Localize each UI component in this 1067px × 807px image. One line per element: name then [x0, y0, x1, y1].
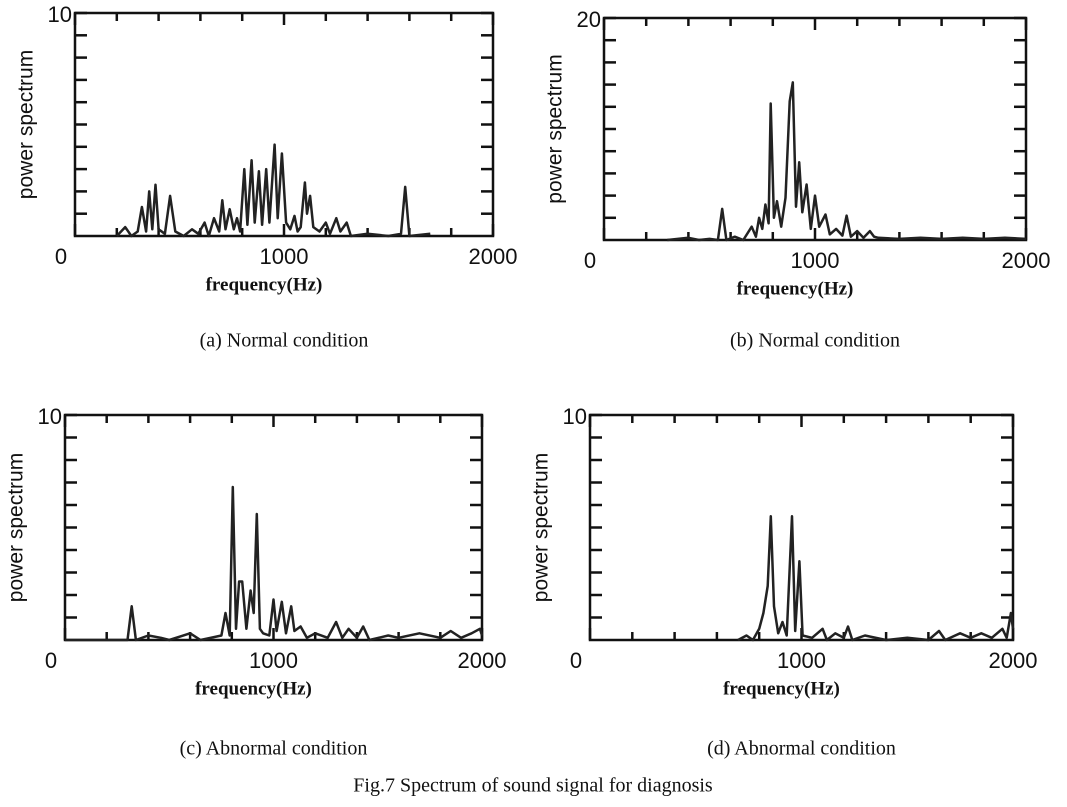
x-axis-label: frequency(Hz) — [195, 678, 312, 699]
x-axis-label: frequency(Hz) — [723, 678, 840, 699]
x-tick-label: 1000 — [260, 244, 309, 269]
x-tick-label: 1000 — [777, 648, 826, 673]
y-tick-label: 10 — [563, 404, 587, 429]
x-tick-label: 1000 — [249, 648, 298, 673]
spectrum-line — [737, 515, 1015, 642]
x-tick-label: 0 — [570, 648, 582, 673]
spectrum-line — [667, 81, 1027, 242]
y-axis-label: power spectrum — [15, 50, 38, 199]
plot-frame — [602, 16, 1028, 242]
chart-subtitle: (d) Abnormal condition — [707, 738, 896, 760]
figure-caption: Fig.7 Spectrum of sound signal for diagn… — [353, 775, 713, 797]
spectrum-line — [65, 485, 484, 642]
y-tick-label: 20 — [577, 7, 601, 32]
x-tick-label: 2000 — [989, 648, 1038, 673]
chart-subtitle: (c) Abnormal condition — [180, 738, 368, 760]
x-tick-label: 0 — [55, 244, 67, 269]
y-tick-label: 10 — [48, 2, 72, 27]
x-axis-label: frequency(Hz) — [737, 278, 854, 299]
y-tick-label: 10 — [38, 404, 62, 429]
y-axis-label: power spectrum — [530, 453, 553, 602]
x-tick-label: 0 — [45, 648, 57, 673]
x-tick-label: 2000 — [469, 244, 518, 269]
x-tick-label: 2000 — [458, 648, 507, 673]
y-axis-label: power spectrum — [5, 453, 28, 602]
x-tick-label: 0 — [584, 248, 596, 273]
x-tick-label: 1000 — [791, 248, 840, 273]
spectrum-line — [115, 143, 431, 238]
x-tick-label: 2000 — [1002, 248, 1051, 273]
y-axis-label: power spectrum — [544, 54, 567, 203]
chart-subtitle: (b) Normal condition — [730, 330, 900, 352]
chart-subtitle: (a) Normal condition — [200, 330, 369, 352]
x-axis-label: frequency(Hz) — [206, 274, 323, 295]
